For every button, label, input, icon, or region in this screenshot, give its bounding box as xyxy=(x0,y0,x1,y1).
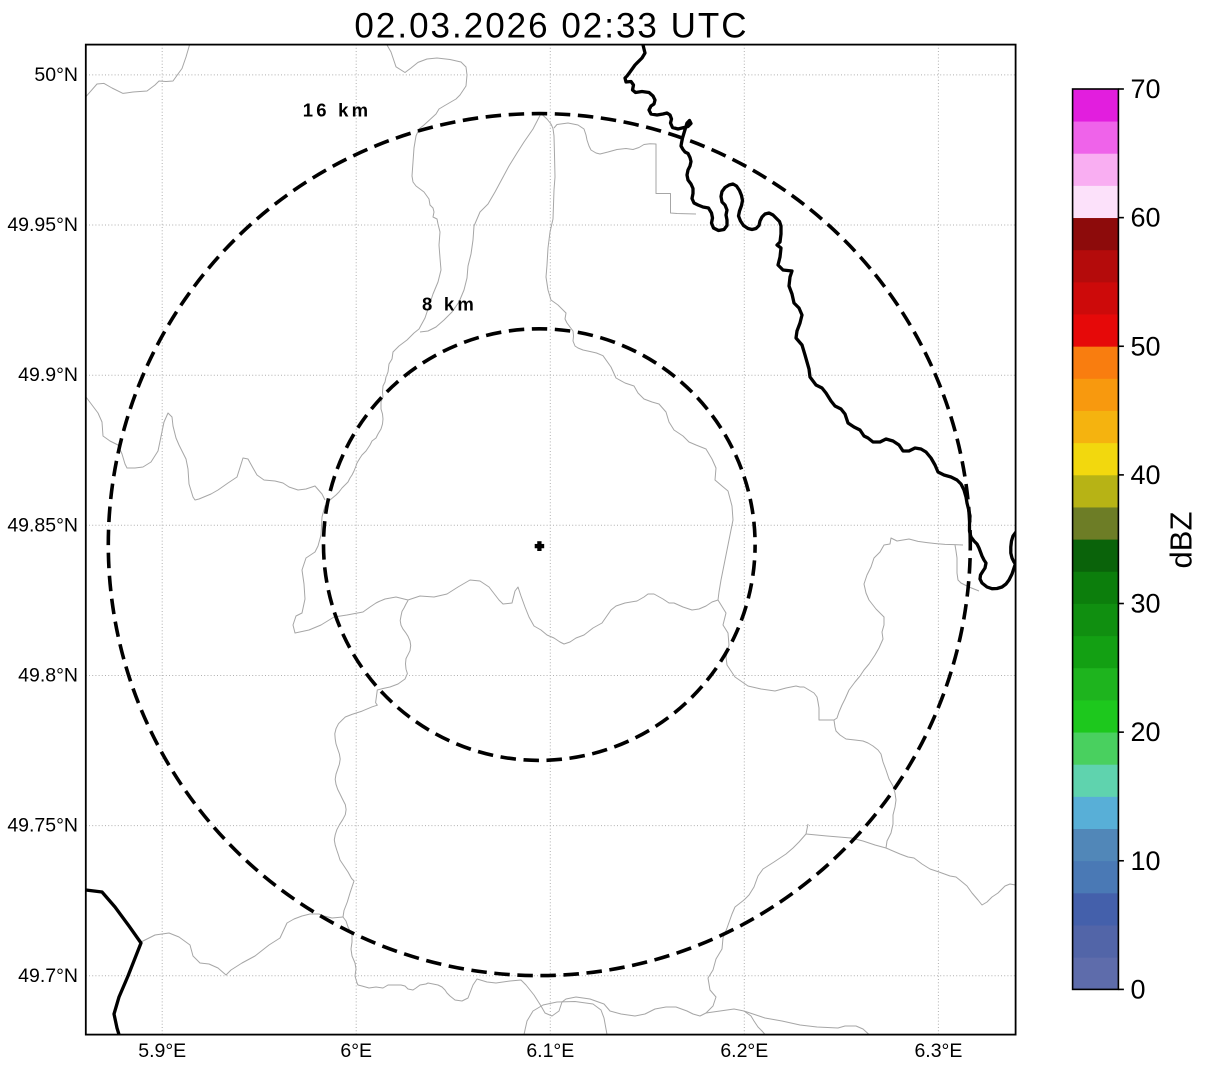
svg-text:5.9°E: 5.9°E xyxy=(138,1040,186,1062)
svg-text:40: 40 xyxy=(1131,460,1161,490)
svg-text:60: 60 xyxy=(1131,203,1161,233)
svg-text:6.2°E: 6.2°E xyxy=(720,1040,768,1062)
svg-text:49.75°N: 49.75°N xyxy=(7,815,78,837)
svg-text:49.85°N: 49.85°N xyxy=(7,514,78,536)
svg-text:dBZ: dBZ xyxy=(1164,512,1199,569)
svg-text:16 km: 16 km xyxy=(303,100,371,121)
svg-text:6°E: 6°E xyxy=(340,1040,372,1062)
svg-text:6.1°E: 6.1°E xyxy=(526,1040,574,1062)
svg-text:10: 10 xyxy=(1131,846,1161,876)
svg-text:20: 20 xyxy=(1131,717,1161,747)
svg-text:49.9°N: 49.9°N xyxy=(18,364,78,386)
svg-text:49.8°N: 49.8°N xyxy=(18,665,78,687)
svg-text:0: 0 xyxy=(1131,974,1146,1004)
svg-text:6.3°E: 6.3°E xyxy=(914,1040,962,1062)
svg-text:02.03.2026 02:33 UTC: 02.03.2026 02:33 UTC xyxy=(354,7,748,46)
svg-text:8 km: 8 km xyxy=(422,294,477,315)
svg-text:49.95°N: 49.95°N xyxy=(7,214,78,236)
svg-text:70: 70 xyxy=(1131,74,1161,104)
svg-text:50: 50 xyxy=(1131,331,1161,361)
svg-text:50°N: 50°N xyxy=(34,64,78,86)
svg-text:30: 30 xyxy=(1131,589,1161,619)
svg-text:49.7°N: 49.7°N xyxy=(18,965,78,987)
